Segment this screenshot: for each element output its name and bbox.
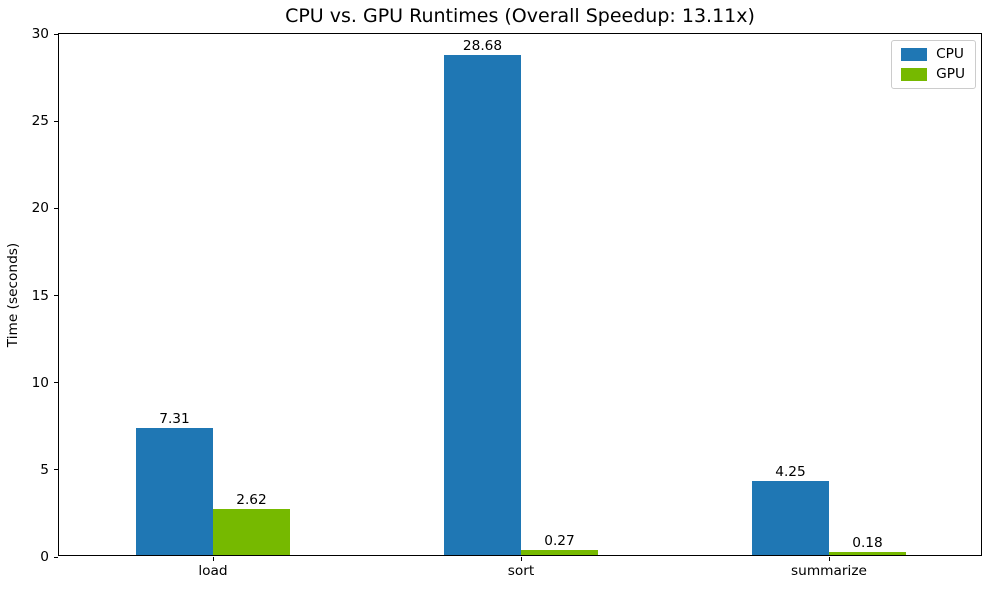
x-tick-label: sort bbox=[507, 563, 535, 579]
cpu-legend-swatch bbox=[901, 48, 928, 61]
y-tick-mark bbox=[54, 295, 58, 296]
cpu-bar-summarize bbox=[752, 480, 829, 555]
y-tick-label: 5 bbox=[40, 461, 49, 478]
y-tick-mark bbox=[54, 207, 58, 209]
y-tick-mark bbox=[54, 120, 58, 122]
x-tick-label: summarize bbox=[791, 563, 867, 579]
y-tick-mark bbox=[54, 382, 58, 384]
gpu-bar-value-load: 2.62 bbox=[236, 492, 267, 509]
chart-title: CPU vs. GPU Runtimes (Overall Speedup: 1… bbox=[285, 5, 755, 27]
x-tick-mark bbox=[520, 557, 522, 561]
y-tick-label: 0 bbox=[40, 549, 49, 565]
gpu-bar-summarize bbox=[829, 551, 906, 555]
y-tick-mark bbox=[54, 33, 58, 35]
cpu-legend-label: CPU bbox=[936, 46, 964, 62]
y-tick-label: 15 bbox=[31, 287, 49, 304]
cpu-bar-sort bbox=[444, 55, 521, 555]
gpu-legend-label: GPU bbox=[936, 66, 965, 82]
gpu-bar-value-summarize: 0.18 bbox=[852, 534, 883, 551]
y-tick-label: 10 bbox=[31, 374, 49, 391]
cpu-bar-load bbox=[136, 427, 213, 555]
y-tick-label: 20 bbox=[31, 200, 49, 217]
x-tick-mark bbox=[212, 557, 214, 561]
gpu-bar-value-sort: 0.27 bbox=[544, 533, 575, 550]
x-tick-mark bbox=[828, 557, 830, 561]
legend-item-cpu: CPU bbox=[901, 47, 965, 62]
y-tick-mark bbox=[54, 556, 58, 558]
plot-area: Time (seconds) CPU GPU 0 5 10 15 20 25 30 load 7… bbox=[5, 26, 982, 579]
y-tick-label: 25 bbox=[31, 113, 49, 130]
cpu-bar-value-sort: 28.68 bbox=[462, 38, 503, 54]
x-tick-label: load bbox=[198, 563, 228, 579]
gpu-legend-swatch bbox=[901, 68, 928, 81]
legend: CPU GPU bbox=[891, 40, 976, 89]
y-tick-label: 30 bbox=[31, 26, 49, 42]
y-tick-mark bbox=[54, 469, 58, 471]
gpu-bar-sort bbox=[521, 550, 598, 555]
gpu-bar-load bbox=[213, 509, 290, 555]
cpu-bar-value-summarize: 4.25 bbox=[775, 463, 806, 480]
legend-item-gpu: GPU bbox=[901, 67, 965, 82]
cpu-bar-value-load: 7.31 bbox=[159, 410, 190, 427]
